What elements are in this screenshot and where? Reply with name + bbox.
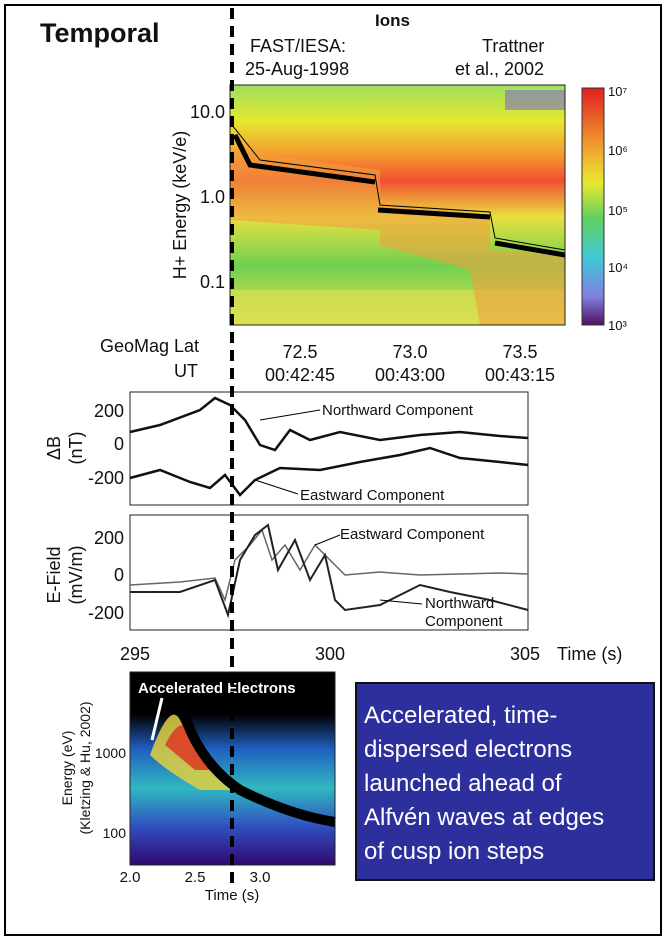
x-axis-title: Time (s) <box>205 887 259 904</box>
y-axis-title: H+ Energy (keV/e) <box>170 131 190 280</box>
arrow <box>254 479 299 495</box>
caption-line: dispersed electrons <box>364 736 572 763</box>
y-tick-label: -200 <box>88 468 124 488</box>
y-tick-label: 10.0 <box>190 102 225 122</box>
y-tick-label: 1.0 <box>200 187 225 207</box>
colorbar-tick: 10⁵ <box>608 203 628 218</box>
x-axis-title: Time (s) <box>557 644 622 664</box>
lat-tick: 73.5 <box>502 342 537 362</box>
arrow <box>150 697 164 741</box>
source: 25-Aug-1998 <box>245 59 349 79</box>
x-tick-label: 2.5 <box>185 869 206 886</box>
annotation: Northward <box>425 595 494 612</box>
y-axis-title: E-Field <box>44 546 64 603</box>
arrow <box>379 599 423 605</box>
y-tick-label: 1000 <box>95 745 126 761</box>
ut-tick: 00:43:00 <box>375 365 445 385</box>
x-tick-label: 2.0 <box>120 869 141 886</box>
reference: et al., 2002 <box>455 59 544 79</box>
ions-title: Ions <box>375 11 410 30</box>
ion-spectrogram <box>229 84 566 326</box>
y-axis-title: ΔB <box>44 436 64 460</box>
lat-tick: 72.5 <box>282 342 317 362</box>
geomag-label: GeoMag Lat <box>100 336 199 356</box>
reference: Trattner <box>482 36 544 56</box>
frame <box>4 4 662 936</box>
ut-tick: 00:42:45 <box>265 365 335 385</box>
y-tick-label: 100 <box>103 825 127 841</box>
ut-label: UT <box>174 361 198 381</box>
annotation: Eastward Component <box>340 526 485 543</box>
caption-line: Alfvén waves at edges <box>364 804 604 831</box>
colorbar <box>581 87 605 326</box>
title: Temporal <box>40 18 160 48</box>
annotation: Component <box>425 613 503 630</box>
annotation: Eastward Component <box>300 487 445 504</box>
colorbar-tick: 10⁶ <box>608 143 628 158</box>
y-tick-label: 200 <box>94 528 124 548</box>
colorbar-tick: 10³ <box>608 318 627 333</box>
colorbar-tick: 10⁴ <box>608 260 628 275</box>
y-tick-label: 0.1 <box>200 272 225 292</box>
electrons-title: Accelerated Electrons <box>138 680 296 697</box>
y-tick-label: 0 <box>114 565 124 585</box>
lat-tick: 73.0 <box>392 342 427 362</box>
caption-line: Accelerated, time- <box>364 702 557 729</box>
e-field-panel <box>129 514 529 631</box>
annotation: Northward Component <box>322 402 474 419</box>
arrow <box>259 409 321 421</box>
caption-box <box>355 682 655 881</box>
caption-line: launched ahead of <box>364 770 562 797</box>
source: FAST/IESA: <box>250 36 346 56</box>
y-tick-label: -200 <box>88 603 124 623</box>
x-tick-label: 305 <box>510 644 540 664</box>
y-axis-title: Energy (eV) <box>59 731 75 806</box>
x-tick-label: 295 <box>120 644 150 664</box>
delta-b-panel <box>129 391 529 506</box>
x-tick-label: 3.0 <box>250 869 271 886</box>
ut-tick: 00:43:15 <box>485 365 555 385</box>
colorbar-tick: 10⁷ <box>608 84 627 99</box>
x-tick-label: 300 <box>315 644 345 664</box>
y-axis-title: (mV/m) <box>66 546 86 605</box>
y-tick-label: 200 <box>94 401 124 421</box>
caption-line: of cusp ion steps <box>364 838 544 865</box>
y-tick-label: 0 <box>114 434 124 454</box>
arrow <box>314 534 341 546</box>
y-axis-title: (Kletzing & Hu, 2002) <box>77 701 93 834</box>
y-axis-title: (nT) <box>66 432 86 465</box>
